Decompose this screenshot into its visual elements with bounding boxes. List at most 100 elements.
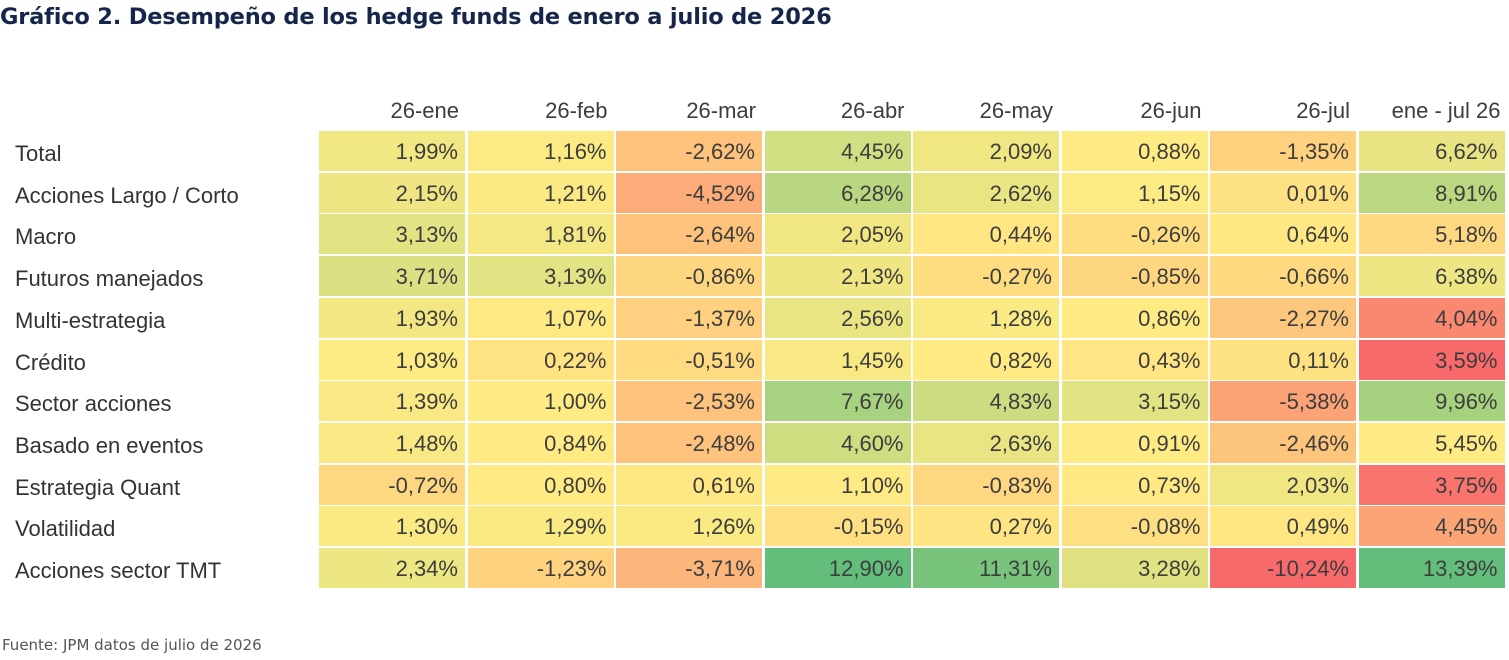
heatmap-cell: -0,08% xyxy=(1061,506,1208,547)
heatmap-cell: 6,62% xyxy=(1358,131,1505,171)
heatmap-cell: 2,13% xyxy=(764,256,911,297)
heatmap-cell: -1,35% xyxy=(1210,131,1356,171)
row-label: Estrategia Quant xyxy=(15,474,181,500)
heatmap-cell: 3,59% xyxy=(1358,339,1505,380)
heatmap-cell: 2,03% xyxy=(1210,464,1356,505)
heatmap-cell: -0,51% xyxy=(616,339,762,380)
heatmap-cell: 12,90% xyxy=(764,548,911,588)
heatmap-cell: 0,86% xyxy=(1061,297,1208,338)
heatmap-cell: 3,13% xyxy=(467,256,614,297)
heatmap-cell: 2,09% xyxy=(913,131,1059,171)
heatmap-cell: -2,27% xyxy=(1210,297,1356,338)
heatmap-cell: 2,62% xyxy=(913,172,1059,213)
heatmap-cell: 4,83% xyxy=(913,381,1059,422)
heatmap-cell: 3,15% xyxy=(1061,381,1208,422)
heatmap-cell: 1,03% xyxy=(319,339,465,380)
heatmap-cell: 1,81% xyxy=(467,214,614,255)
heatmap-cell: 1,30% xyxy=(319,506,465,547)
heatmap-cell: -5,38% xyxy=(1210,381,1356,422)
heatmap-cell: 1,28% xyxy=(913,297,1059,338)
heatmap-cell: 1,93% xyxy=(319,297,465,338)
heatmap-cell: 1,00% xyxy=(467,381,614,422)
heatmap-cell: 9,96% xyxy=(1358,381,1505,422)
chart-title: Gráfico 2. Desempeño de los hedge funds … xyxy=(0,4,832,30)
heatmap-cell: 1,39% xyxy=(319,381,465,422)
heatmap-cell: 0,01% xyxy=(1210,172,1356,213)
heatmap-cell: 3,28% xyxy=(1061,548,1208,588)
heatmap-cell: 0,80% xyxy=(467,464,614,505)
heatmap-cell: -4,52% xyxy=(616,172,762,213)
heatmap-cell: 0,73% xyxy=(1061,464,1208,505)
column-header: 26-ene xyxy=(390,98,459,123)
heatmap-cell: -2,48% xyxy=(616,422,762,463)
heatmap-cell: 7,67% xyxy=(764,381,911,422)
heatmap-cell: -1,37% xyxy=(616,297,762,338)
heatmap-cell: -0,15% xyxy=(764,506,911,547)
row-label: Total xyxy=(15,141,62,166)
heatmap-cell: 1,29% xyxy=(467,506,614,547)
heatmap-cell: 1,10% xyxy=(764,464,911,505)
column-header: 26-may xyxy=(979,98,1053,123)
row-label: Futuros manejados xyxy=(15,266,204,292)
row-label: Acciones sector TMT xyxy=(15,558,222,583)
column-header: 26-jul xyxy=(1296,98,1350,123)
heatmap-cell: 1,15% xyxy=(1061,172,1208,213)
heatmap-cell: -3,71% xyxy=(616,548,762,588)
heatmap-cell: 2,34% xyxy=(319,548,465,588)
heatmap-cell: -2,62% xyxy=(616,131,762,171)
heatmap-cell: 6,38% xyxy=(1358,256,1505,297)
heatmap-cell: 1,16% xyxy=(467,131,614,171)
heatmap-cell: 0,82% xyxy=(913,339,1059,380)
heatmap-cell: 3,75% xyxy=(1358,464,1505,505)
column-header: 26-feb xyxy=(545,98,608,123)
heatmap-cell: 0,44% xyxy=(913,214,1059,255)
heatmap-cell: 4,04% xyxy=(1358,297,1505,338)
heatmap-cell: 1,07% xyxy=(467,297,614,338)
heatmap-cell: 0,61% xyxy=(616,464,762,505)
heatmap-cell: 4,45% xyxy=(1358,506,1505,547)
heatmap-cell: 0,64% xyxy=(1210,214,1356,255)
row-label: Basado en eventos xyxy=(15,432,204,458)
heatmap-cell: 0,43% xyxy=(1061,339,1208,380)
heatmap-cell: 1,45% xyxy=(764,339,911,380)
source-note: Fuente: JPM datos de julio de 2026 xyxy=(2,636,262,654)
heatmap-cell: 2,15% xyxy=(319,172,465,213)
heatmap-cell: 1,21% xyxy=(467,172,614,213)
column-header: 26-mar xyxy=(686,98,756,123)
heatmap-cell: -2,53% xyxy=(616,381,762,422)
heatmap-cell: 0,27% xyxy=(913,506,1059,547)
column-header: ene - jul 26 xyxy=(1391,98,1501,123)
heatmap-cell: 6,28% xyxy=(764,172,911,213)
heatmap-cell: 3,13% xyxy=(319,214,465,255)
heatmap-cell: 5,45% xyxy=(1358,422,1505,463)
heatmap-cell: 8,91% xyxy=(1358,172,1505,213)
heatmap-cell: 0,84% xyxy=(467,422,614,463)
heatmap-cell: 5,18% xyxy=(1358,214,1505,255)
row-label: Acciones Largo / Corto xyxy=(15,182,239,208)
heatmap-cell: 1,48% xyxy=(319,422,465,463)
heatmap-cell: 0,88% xyxy=(1061,131,1208,171)
heatmap-cell: -0,83% xyxy=(913,464,1059,505)
heatmap-cell: -10,24% xyxy=(1210,548,1356,588)
row-label: Macro xyxy=(15,224,77,250)
heatmap-cell: -2,46% xyxy=(1210,422,1356,463)
heatmap-cell: -0,85% xyxy=(1061,256,1208,297)
row-label: Sector acciones xyxy=(15,391,172,417)
row-label: Volatilidad xyxy=(15,516,116,542)
heatmap-cell: -0,86% xyxy=(616,256,762,297)
heatmap-cell: 4,60% xyxy=(764,422,911,463)
heatmap-cell: -1,23% xyxy=(467,548,614,588)
heatmap-cell: 11,31% xyxy=(913,548,1059,588)
heatmap-cell: 2,56% xyxy=(764,297,911,338)
heatmap-cell: -0,72% xyxy=(319,464,465,505)
heatmap-cell: -0,26% xyxy=(1061,214,1208,255)
heatmap-cell: 2,63% xyxy=(913,422,1059,463)
heatmap-cell: 0,49% xyxy=(1210,506,1356,547)
column-header: 26-jun xyxy=(1140,98,1202,123)
heatmap-cell: -0,27% xyxy=(913,256,1059,297)
heatmap-cell: 4,45% xyxy=(764,131,911,171)
heatmap-cell: -2,64% xyxy=(616,214,762,255)
row-label: Multi-estrategia xyxy=(15,307,166,333)
heatmap-cell: 0,22% xyxy=(467,339,614,380)
heatmap-cell: 3,71% xyxy=(319,256,465,297)
